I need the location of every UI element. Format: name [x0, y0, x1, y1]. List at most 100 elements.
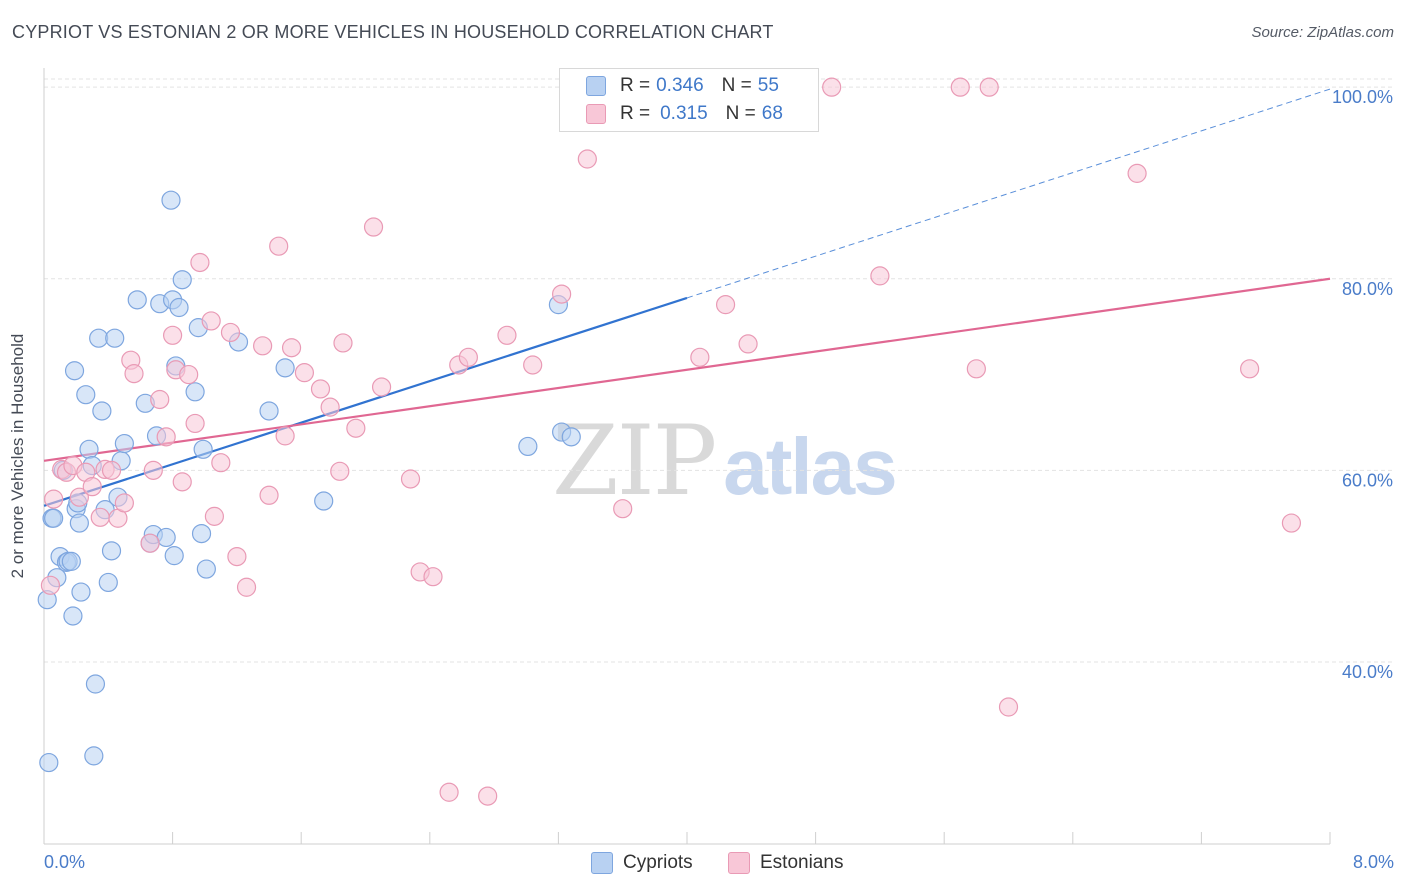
point-estonians-19 [163, 325, 183, 345]
point-cypriots-29 [114, 433, 134, 454]
point-estonians-54 [577, 149, 597, 169]
point-estonians-57 [715, 295, 736, 315]
point-estonians-1 [44, 489, 64, 509]
point-estonians-52 [523, 355, 543, 375]
y-tick-label-60: 60.0% [1342, 470, 1393, 490]
point-estonians-61 [950, 77, 970, 97]
point-estonians-38 [320, 397, 340, 417]
legend-r-label-estonians: R = [620, 103, 651, 124]
legend-r-value-estonians: 0.315 [660, 103, 708, 124]
point-estonians-14 [124, 364, 144, 384]
correlation-legend: R = 0.346 N = 55 R = 0.315 N = 68 [559, 68, 819, 132]
source-credit: Source: ZipAtlas.com [1251, 24, 1394, 41]
y-tick-label-40: 40.0% [1342, 662, 1393, 682]
point-estonians-10 [101, 460, 122, 480]
point-cypriots-17 [79, 439, 99, 459]
point-estonians-40 [333, 333, 353, 353]
point-estonians-36 [294, 363, 315, 383]
series-legend-cypriots[interactable]: Cypriots [591, 852, 693, 874]
point-cypriots-9 [61, 551, 81, 571]
watermark-atlas: atlas [723, 422, 897, 511]
series-label-cypriots: Cypriots [623, 852, 693, 873]
legend-swatch-cypriots [586, 76, 606, 96]
point-cypriots-3 [44, 508, 64, 528]
point-estonians-60 [870, 266, 890, 286]
point-estonians-62 [966, 359, 986, 379]
point-estonians-0 [40, 575, 61, 595]
point-estonians-28 [220, 322, 241, 343]
x-tick-label-min: 0.0% [44, 852, 86, 872]
legend-n-label-estonians: N = [725, 103, 756, 124]
point-estonians-55 [613, 499, 633, 519]
trend-line-estonians [43, 277, 1331, 462]
watermark-zip: ZIP [552, 405, 717, 517]
point-estonians-21 [172, 472, 192, 492]
point-estonians-34 [275, 426, 295, 446]
point-cypriots-14 [69, 513, 89, 533]
point-estonians-65 [1127, 163, 1147, 183]
legend-row-cypriots: R = 0.346 N = 55 [586, 73, 779, 99]
point-cypriots-49 [259, 401, 279, 421]
point-estonians-67 [1281, 513, 1302, 533]
axis-layer [43, 68, 1331, 845]
point-estonians-22 [179, 364, 199, 385]
point-cypriots-19 [84, 746, 104, 766]
legend-n-value-cypriots: 55 [757, 75, 779, 96]
series-legend-estonians[interactable]: Estonians [728, 852, 843, 874]
point-estonians-30 [236, 577, 257, 597]
point-estonians-23 [185, 413, 205, 434]
point-cypriots-30 [127, 290, 147, 310]
point-estonians-49 [458, 347, 478, 367]
chart-title: CYPRIOT VS ESTONIAN 2 OR MORE VEHICLES I… [12, 22, 774, 42]
point-estonians-33 [269, 236, 289, 256]
point-estonians-50 [478, 786, 498, 806]
series-swatch-cypriots [591, 852, 613, 874]
point-estonians-46 [423, 567, 443, 587]
legend-row-estonians: R = 0.315 N = 68 [586, 101, 783, 127]
point-cypriots-39 [164, 546, 184, 566]
point-cypriots-43 [185, 382, 205, 402]
point-estonians-53 [552, 284, 572, 304]
point-cypriots-42 [172, 270, 192, 290]
point-cypriots-45 [191, 523, 212, 544]
point-estonians-39 [330, 461, 350, 481]
point-cypriots-52 [518, 436, 538, 457]
point-cypriots-50 [275, 358, 295, 378]
point-estonians-43 [371, 377, 392, 397]
point-estonians-24 [190, 252, 210, 273]
point-cypriots-41 [169, 297, 189, 318]
point-cypriots-11 [64, 361, 85, 381]
point-cypriots-21 [89, 328, 109, 348]
point-estonians-25 [201, 311, 221, 331]
point-cypriots-20 [85, 674, 106, 694]
point-estonians-59 [822, 77, 842, 97]
y-tick-label-100: 100.0% [1332, 87, 1393, 107]
point-estonians-42 [363, 217, 384, 237]
series-label-estonians: Estonians [760, 852, 844, 873]
point-cypriots-26 [105, 328, 125, 348]
legend-r-value-cypriots: 0.346 [656, 75, 704, 96]
point-estonians-64 [998, 697, 1019, 717]
point-estonians-5 [69, 487, 89, 507]
legend-n-value-estonians: 68 [761, 103, 783, 124]
point-estonians-51 [497, 325, 517, 345]
point-estonians-15 [140, 533, 160, 553]
point-estonians-16 [143, 460, 163, 480]
legend-r-label-cypriots: R = [620, 75, 651, 96]
x-tick-label-max: 8.0% [1352, 852, 1394, 872]
point-estonians-31 [253, 336, 273, 356]
point-estonians-41 [346, 418, 366, 438]
point-estonians-44 [400, 469, 421, 489]
point-cypriots-24 [98, 572, 118, 593]
point-cypriots-1 [39, 752, 59, 773]
point-cypriots-47 [196, 559, 216, 579]
point-estonians-29 [227, 546, 247, 567]
legend-n-label-cypriots: N = [721, 75, 752, 96]
point-cypriots-46 [193, 439, 213, 459]
point-estonians-37 [310, 379, 331, 399]
points-layer [37, 77, 1302, 806]
point-estonians-56 [690, 347, 710, 367]
point-cypriots-25 [101, 541, 122, 561]
point-estonians-26 [204, 506, 224, 526]
